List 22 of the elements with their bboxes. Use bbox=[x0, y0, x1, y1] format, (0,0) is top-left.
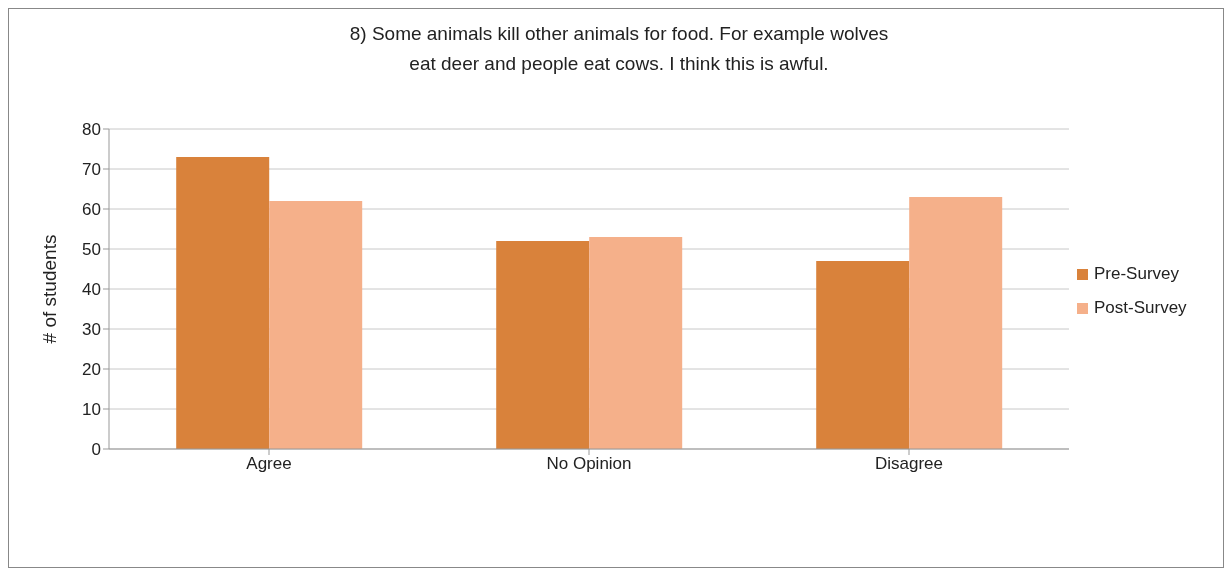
y-tick-label: 30 bbox=[82, 320, 101, 340]
x-tick-label: Disagree bbox=[874, 454, 944, 474]
legend-label: Pre-Survey bbox=[1094, 264, 1180, 284]
bar bbox=[269, 201, 363, 449]
legend-label: Post-Survey bbox=[1094, 298, 1187, 318]
bar bbox=[909, 197, 1003, 449]
chart-title: 8) Some animals kill other animals for food. For example wolves eat deer and people eat cows. I think this is awful. bbox=[348, 22, 890, 76]
y-tick-label: 0 bbox=[91, 440, 101, 460]
y-tick-label: 20 bbox=[82, 360, 101, 380]
y-tick-label: 70 bbox=[82, 160, 101, 180]
x-tick-label: No Opinion bbox=[546, 454, 632, 474]
bar bbox=[496, 241, 590, 449]
y-tick-label: 50 bbox=[82, 240, 101, 260]
bar bbox=[176, 157, 270, 449]
bar bbox=[589, 237, 683, 449]
y-tick-label: 60 bbox=[82, 200, 101, 220]
x-tick-label: Agree bbox=[246, 454, 292, 474]
y-tick-label: 80 bbox=[82, 120, 101, 140]
y-tick-label: 10 bbox=[82, 400, 101, 420]
y-tick-label: 40 bbox=[82, 280, 101, 300]
y-axis-title: # of students bbox=[38, 234, 60, 344]
bar bbox=[816, 261, 910, 449]
